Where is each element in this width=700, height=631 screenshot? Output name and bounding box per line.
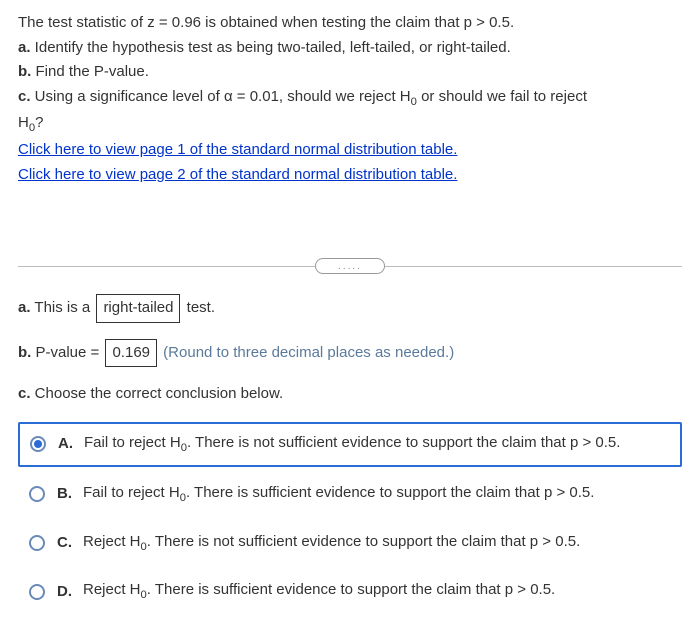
choice-letter: D.: [57, 581, 75, 604]
question-block: The test statistic of z = 0.96 is obtain…: [18, 12, 682, 186]
divider-pill[interactable]: .....: [315, 258, 385, 274]
question-intro: The test statistic of z = 0.96 is obtain…: [18, 12, 682, 35]
table-link-2[interactable]: Click here to view page 2 of the standar…: [18, 164, 682, 187]
choice-letter: A.: [58, 433, 76, 456]
choice-text: Reject H0. There is not sufficient evide…: [83, 531, 671, 556]
choice-b[interactable]: B. Fail to reject H0. There is sufficient…: [18, 473, 682, 516]
part-c-text2b: ?: [35, 114, 43, 131]
part-c-text2a: H: [18, 114, 29, 131]
choice-letter: C.: [57, 532, 75, 555]
question-part-c-line1: c. Using a significance level of α = 0.0…: [18, 86, 682, 111]
choice-letter: B.: [57, 483, 75, 506]
question-part-b: b. Find the P-value.: [18, 61, 682, 84]
radio-button[interactable]: [30, 436, 46, 452]
answer-b-hint: (Round to three decimal places as needed…: [159, 344, 454, 361]
question-part-a: a. Identify the hypothesis test as being…: [18, 37, 682, 60]
choice-a[interactable]: A. Fail to reject H0. There is not suffic…: [18, 422, 682, 467]
answer-b: b. P-value = 0.169 (Round to three decim…: [18, 339, 682, 368]
radio-button[interactable]: [29, 535, 45, 551]
choices-group: A. Fail to reject H0. There is not suffic…: [18, 422, 682, 614]
answer-b-prefix: b. P-value =: [18, 344, 103, 361]
radio-button[interactable]: [29, 584, 45, 600]
radio-dot: [34, 440, 42, 448]
choice-d[interactable]: D. Reject H0. There is sufficient evidenc…: [18, 570, 682, 613]
question-part-c-line2: H0?: [18, 112, 682, 137]
choice-text: Reject H0. There is sufficient evidence …: [83, 579, 671, 604]
radio-button[interactable]: [29, 486, 45, 502]
answer-a-input[interactable]: right-tailed: [96, 294, 180, 323]
answer-a-suffix: test.: [182, 299, 215, 316]
table-link-1[interactable]: Click here to view page 1 of the standar…: [18, 139, 682, 162]
section-divider: .....: [18, 256, 682, 276]
choice-text: Fail to reject H0. There is not sufficie…: [84, 432, 670, 457]
answer-a: a. This is a right-tailed test.: [18, 294, 682, 323]
answer-b-input[interactable]: 0.169: [105, 339, 157, 368]
answer-c-prompt: c. Choose the correct conclusion below.: [18, 383, 682, 406]
choice-c[interactable]: C. Reject H0. There is not sufficient evi…: [18, 522, 682, 565]
answer-a-prefix: a. This is a: [18, 299, 94, 316]
choice-text: Fail to reject H0. There is sufficient e…: [83, 482, 671, 507]
